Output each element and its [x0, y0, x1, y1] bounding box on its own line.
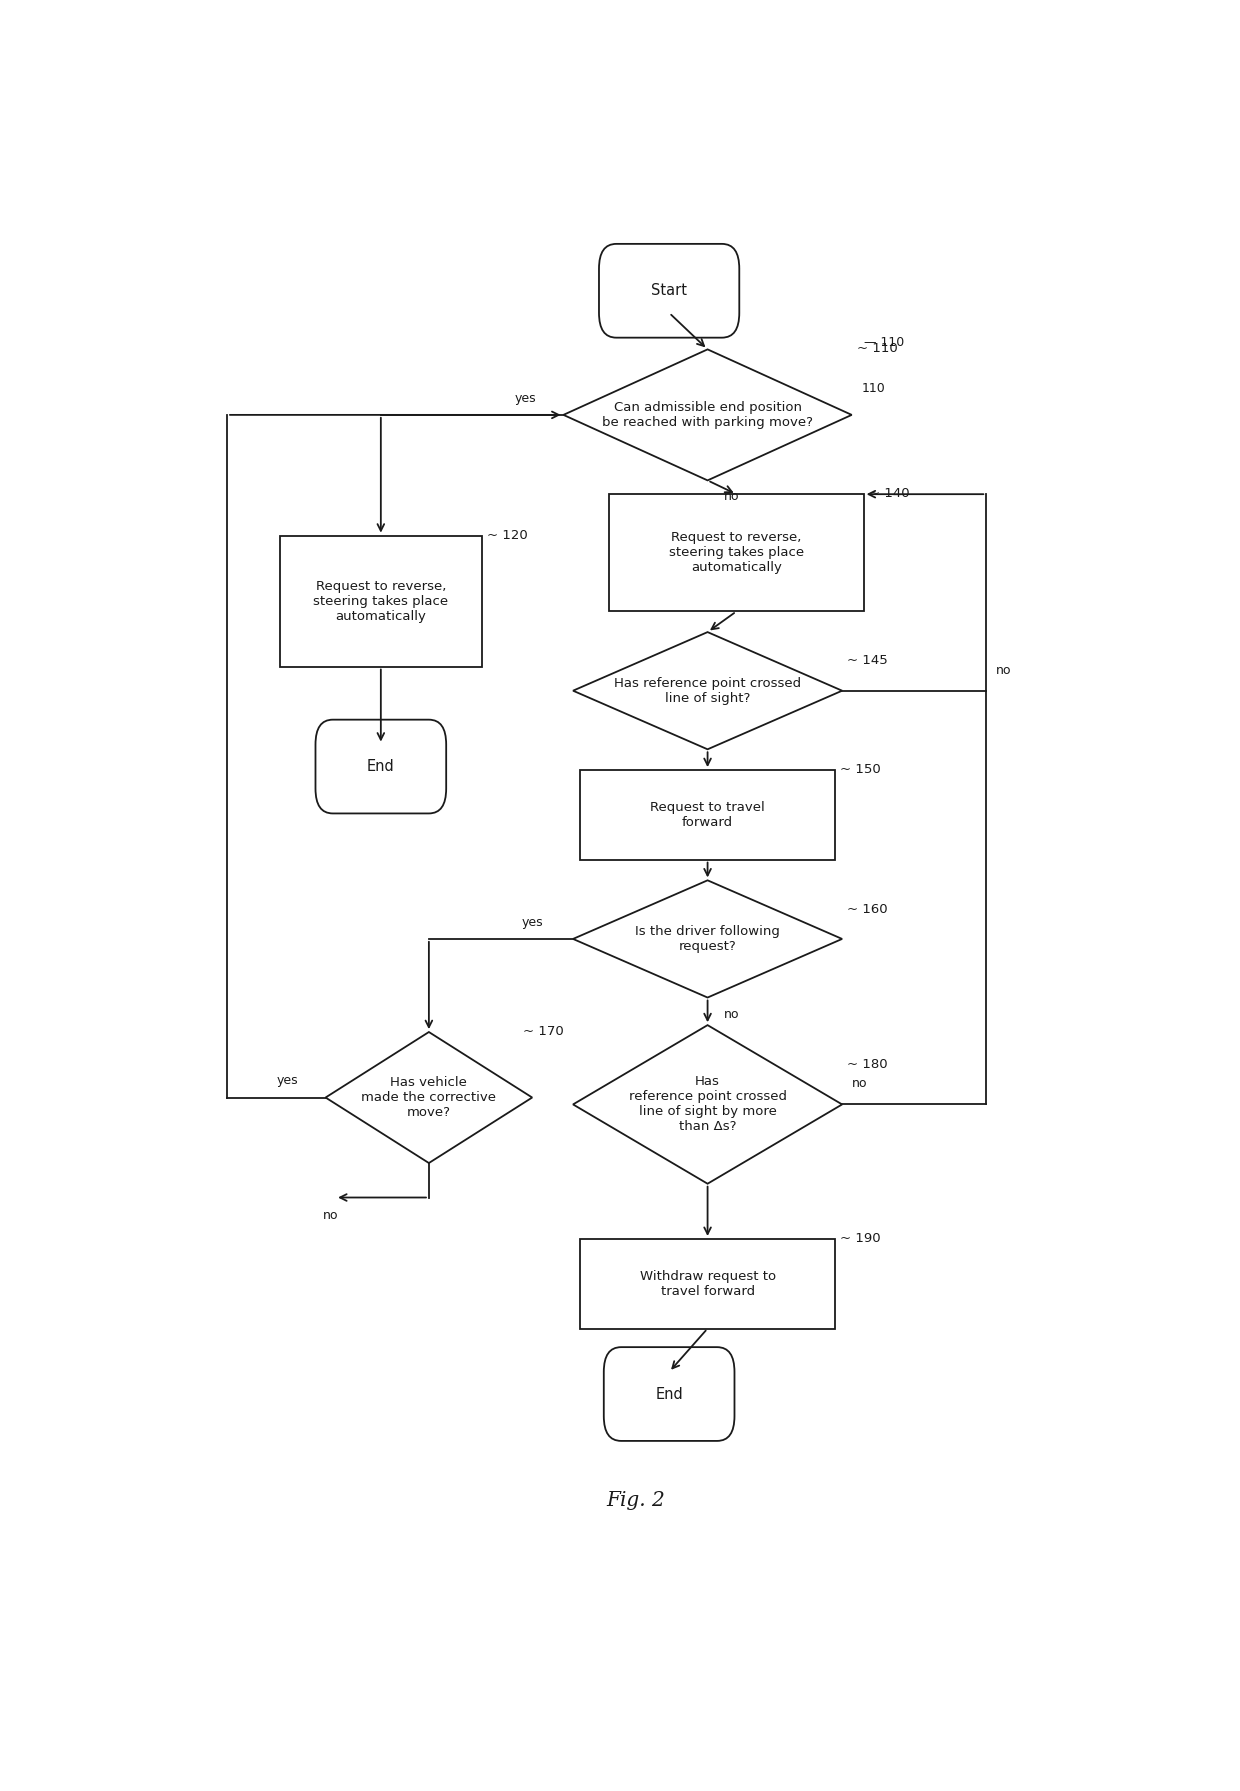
Text: no: no [322, 1209, 339, 1221]
Bar [280, 536, 481, 666]
Text: Request to reverse,
steering takes place
automatically: Request to reverse, steering takes place… [668, 532, 804, 575]
Text: ~ 150: ~ 150 [839, 763, 880, 776]
Text: yes: yes [515, 392, 536, 405]
Text: ~ 110: ~ 110 [857, 342, 898, 355]
Text: Request to reverse,
steering takes place
automatically: Request to reverse, steering takes place… [314, 580, 449, 623]
Text: yes: yes [277, 1075, 298, 1087]
Bar [580, 770, 835, 860]
Bar [609, 494, 864, 611]
Polygon shape [563, 349, 852, 480]
Polygon shape [573, 632, 842, 749]
Text: no: no [996, 663, 1012, 677]
Text: yes: yes [522, 915, 543, 930]
Text: Has
reference point crossed
line of sight by more
than Δs?: Has reference point crossed line of sigh… [629, 1075, 786, 1134]
Text: Request to travel
forward: Request to travel forward [650, 801, 765, 829]
Text: ~ 190: ~ 190 [839, 1232, 880, 1245]
Text: ~ 160: ~ 160 [847, 903, 888, 915]
Text: Has vehicle
made the corrective
move?: Has vehicle made the corrective move? [361, 1076, 496, 1119]
FancyBboxPatch shape [599, 244, 739, 338]
Text: ~ 120: ~ 120 [486, 528, 527, 541]
Polygon shape [573, 1024, 842, 1184]
Text: no: no [724, 1008, 739, 1021]
Text: Has reference point crossed
line of sight?: Has reference point crossed line of sigh… [614, 677, 801, 704]
Text: Start: Start [651, 283, 687, 299]
FancyBboxPatch shape [315, 720, 446, 813]
Text: Withdraw request to
travel forward: Withdraw request to travel forward [640, 1270, 776, 1298]
Polygon shape [326, 1032, 532, 1162]
Text: 110: 110 [862, 381, 885, 396]
Text: Is the driver following
request?: Is the driver following request? [635, 924, 780, 953]
Text: no: no [724, 491, 739, 503]
Text: ~ 170: ~ 170 [522, 1024, 563, 1039]
Text: End: End [367, 759, 394, 774]
Text: ~ 180: ~ 180 [847, 1058, 888, 1071]
Text: ~ 145: ~ 145 [847, 654, 888, 668]
Polygon shape [573, 881, 842, 998]
Bar [580, 1239, 835, 1329]
Text: Can admissible end position
be reached with parking move?: Can admissible end position be reached w… [603, 401, 813, 428]
Text: End: End [655, 1386, 683, 1402]
Text: ~ 140: ~ 140 [868, 487, 909, 500]
FancyBboxPatch shape [604, 1347, 734, 1442]
Text: no: no [852, 1076, 867, 1091]
Text: — 110: — 110 [864, 337, 905, 349]
Text: Fig. 2: Fig. 2 [606, 1490, 665, 1510]
